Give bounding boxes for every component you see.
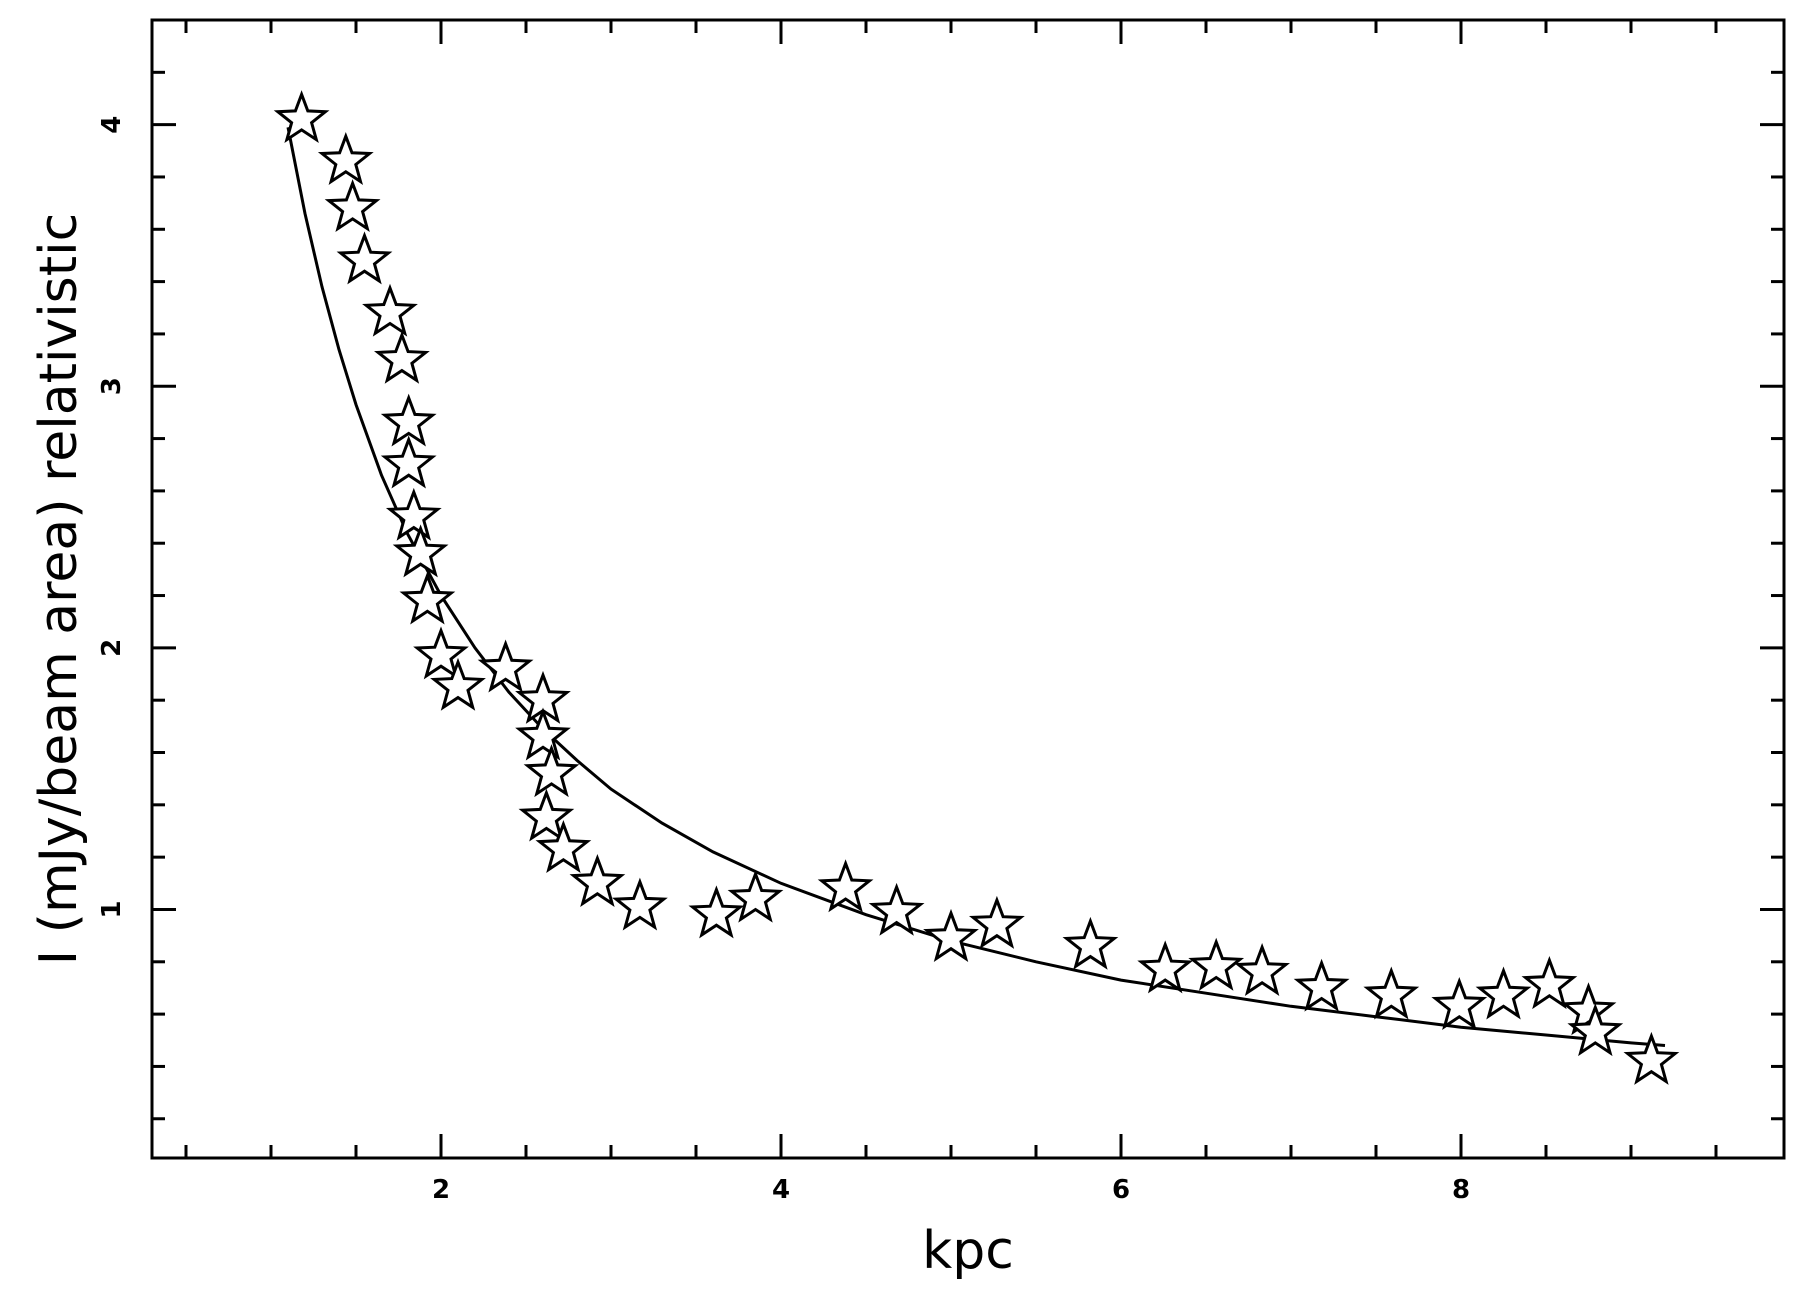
data-point: [380, 435, 437, 489]
y-tick-label: 4: [97, 116, 127, 134]
data-point: [1567, 1003, 1624, 1057]
y-tick-label: 3: [97, 377, 127, 395]
x-tick-label: 6: [1112, 1175, 1130, 1205]
data-point: [324, 179, 381, 233]
data-point: [1431, 977, 1488, 1030]
plot-frame: [150, 18, 1786, 1160]
data-point: [969, 895, 1025, 949]
data-point: [362, 283, 418, 337]
x-tick-label: 8: [1452, 1175, 1470, 1205]
data-point: [1137, 940, 1194, 994]
data-point: [923, 908, 979, 962]
data-point: [569, 854, 626, 907]
x-axis-label: kpc: [922, 1221, 1014, 1281]
data-point: [273, 90, 330, 144]
data-point: [535, 820, 592, 873]
data-point: [380, 393, 437, 447]
data-point: [1475, 966, 1532, 1020]
data-point: [477, 639, 534, 693]
data-point: [385, 487, 442, 541]
data-point: [399, 571, 456, 625]
y-axis-label: I (mJy/beam area) relativistic: [29, 213, 89, 965]
data-point: [1521, 956, 1578, 1010]
fit-curve: [286, 127, 1666, 1047]
data-point: [817, 859, 874, 913]
data-point: [1293, 958, 1350, 1012]
data-point: [413, 626, 469, 680]
data-markers: [273, 90, 1680, 1085]
data-point: [1062, 916, 1119, 970]
data-point: [1363, 966, 1420, 1020]
data-point: [1234, 943, 1290, 996]
data-point: [392, 524, 449, 578]
data-point: [523, 744, 580, 798]
data-point: [518, 788, 575, 842]
x-tick-label: 2: [432, 1175, 450, 1205]
data-point: [317, 132, 374, 185]
data-point: [374, 330, 430, 384]
data-point: [430, 657, 486, 711]
tick-labels: 2 4 6 8 1 2 3 4: [97, 116, 1470, 1205]
axis-ticks: [152, 18, 1784, 1158]
y-tick-label: 2: [97, 639, 127, 657]
y-tick-label: 1: [97, 900, 127, 918]
data-point: [868, 882, 925, 936]
data-point: [1188, 937, 1245, 991]
x-tick-label: 4: [772, 1175, 790, 1205]
data-point: [612, 877, 668, 931]
data-point: [688, 885, 745, 939]
data-point: [727, 869, 784, 923]
data-point: [515, 707, 571, 761]
data-point: [1623, 1031, 1680, 1085]
data-point: [336, 231, 393, 285]
